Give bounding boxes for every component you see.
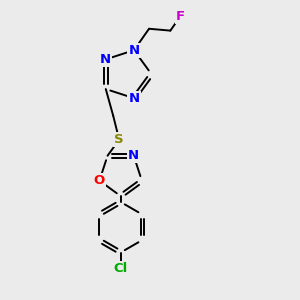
Text: N: N [128, 44, 140, 57]
Text: N: N [128, 149, 139, 162]
Text: F: F [176, 10, 185, 22]
Text: S: S [114, 133, 124, 146]
Text: N: N [128, 92, 140, 105]
Text: Cl: Cl [113, 262, 128, 275]
Text: N: N [100, 53, 111, 66]
Text: O: O [94, 174, 105, 187]
